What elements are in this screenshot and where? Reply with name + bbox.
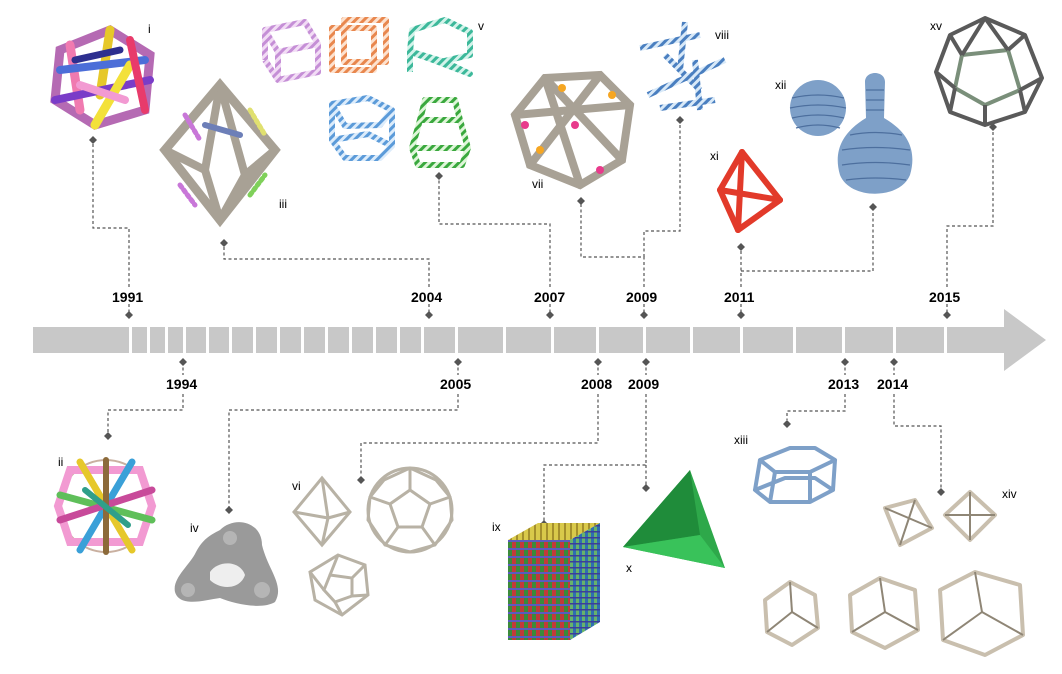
v-hex-prism	[407, 17, 473, 77]
vi-octahedron	[292, 475, 352, 548]
year-label-1991: 1991	[112, 289, 143, 305]
label-xiv: xiv	[1002, 487, 1017, 501]
structure-xv-icosahedron	[934, 16, 1044, 127]
label-viii: viii	[715, 28, 729, 42]
label-iii: iii	[279, 197, 287, 211]
leader-2004	[223, 243, 430, 287]
leader-1991	[92, 140, 130, 287]
v-cube	[329, 17, 389, 73]
year-label-2011: 2011	[724, 289, 755, 305]
label-xii: xii	[775, 78, 786, 92]
structure-x-tetrahedron	[623, 470, 725, 568]
year-label-2005: 2005	[440, 376, 471, 392]
label-vi: vi	[292, 479, 301, 493]
structure-iii-octahedron	[159, 78, 281, 228]
leader-2013	[786, 394, 846, 420]
label-xi: xi	[710, 149, 719, 163]
leader-2009-top-a	[580, 201, 645, 287]
structure-ix-dna-brick-cube	[508, 523, 600, 640]
label-xv: xv	[930, 19, 942, 33]
structure-xiii-wire-prism	[753, 446, 837, 504]
xiv-cube-a	[763, 580, 820, 647]
year-label-2014: 2014	[877, 376, 908, 392]
label-vii: vii	[532, 177, 543, 191]
xiv-cube-b	[848, 576, 920, 650]
structure-viii-tensegrity	[639, 21, 727, 111]
label-v: v	[478, 19, 484, 33]
structure-v-polyhedra-set	[262, 17, 473, 168]
leader-2009-bottom	[543, 394, 647, 522]
year-label-2008: 2008	[581, 376, 612, 392]
xiv-octahedron	[943, 490, 997, 542]
year-label-2013: 2013	[828, 376, 859, 392]
structure-iv-grey-molecule	[174, 522, 279, 606]
structure-xii-sphere-and-vase	[789, 73, 913, 194]
year-label-2007: 2007	[534, 289, 565, 305]
label-iv: iv	[190, 521, 199, 535]
v-frustum	[409, 97, 471, 168]
year-label-2004: 2004	[411, 289, 442, 305]
v-pentagonal-prism	[329, 95, 395, 161]
vi-buckyball	[366, 466, 454, 554]
leader-1994	[107, 394, 184, 433]
leader-lines	[92, 120, 994, 522]
xiv-cube-c	[938, 570, 1025, 657]
leader-2011-b	[741, 207, 874, 272]
label-ii: ii	[58, 455, 63, 469]
leader-2005	[228, 394, 459, 507]
label-i: i	[148, 22, 151, 36]
year-label-2015: 2015	[929, 289, 960, 305]
structure-vii-cuboctahedron	[510, 70, 635, 190]
vi-dodecahedron	[308, 553, 370, 617]
leader-2009-top-b	[643, 120, 681, 257]
xiv-tetrahedron	[883, 498, 934, 547]
year-label-2009-top: 2009	[626, 289, 657, 305]
leader-2008	[360, 394, 599, 476]
structure-vi-wireframes	[292, 466, 454, 617]
year-label-2009-bottom: 2009	[628, 376, 659, 392]
leader-2007	[438, 176, 551, 287]
structure-i-dna-cube	[50, 24, 155, 130]
label-ix: ix	[492, 520, 501, 534]
year-label-1994: 1994	[166, 376, 197, 392]
leader-2015	[946, 127, 994, 287]
v-triangular-prism	[262, 19, 321, 83]
leader-2014	[893, 394, 942, 490]
structure-xi-red-tetrahedron	[717, 149, 783, 233]
timeline-arrow	[33, 309, 1046, 371]
label-xiii: xiii	[734, 433, 748, 447]
structure-xiv-polyhedra-set	[763, 490, 1025, 657]
label-x: x	[626, 561, 632, 575]
structure-ii-truncated-octahedron	[53, 457, 157, 555]
